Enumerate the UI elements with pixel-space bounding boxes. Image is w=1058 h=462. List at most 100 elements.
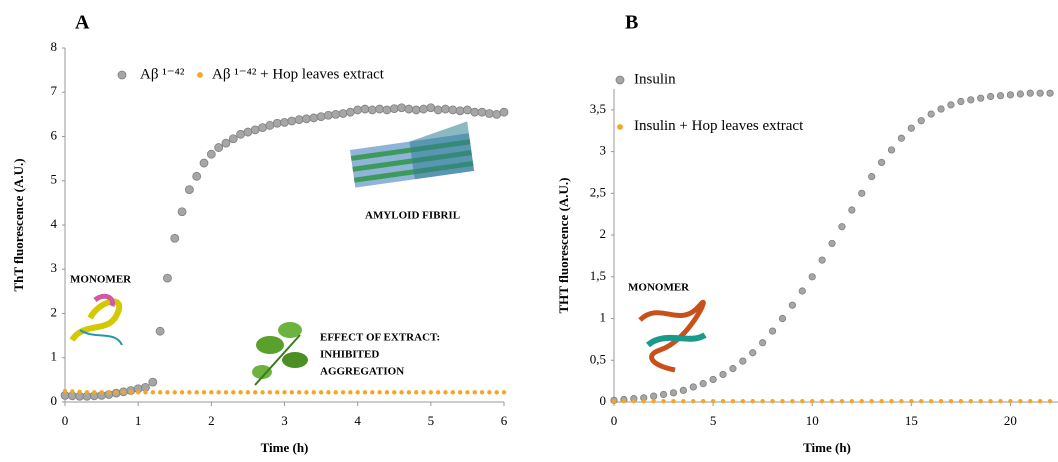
data-point (967, 96, 975, 104)
data-point (389, 104, 399, 114)
data-point (661, 398, 666, 404)
data-point (448, 105, 458, 115)
data-point (1037, 398, 1043, 404)
data-point (243, 127, 253, 137)
data-point (99, 390, 104, 395)
legend-marker (615, 75, 625, 85)
data-point (611, 398, 617, 404)
data-point (818, 256, 826, 264)
data-point (155, 326, 165, 336)
data-point (988, 398, 993, 404)
data-point (899, 398, 904, 404)
data-point (978, 398, 983, 404)
data-point (157, 390, 163, 395)
data-point (258, 123, 267, 133)
legend-marker (197, 72, 203, 78)
data-point (768, 327, 777, 335)
data-point (838, 223, 846, 231)
data-point (187, 390, 192, 395)
x-axis-label: Time (h) (803, 440, 851, 455)
data-point (148, 377, 158, 387)
data-point (780, 398, 785, 404)
data-point (819, 398, 825, 404)
data-point (927, 110, 935, 118)
x-tick-label: 15 (905, 413, 918, 428)
data-point (433, 105, 443, 115)
data-point (296, 390, 302, 395)
data-point (977, 94, 985, 102)
data-point (877, 158, 886, 167)
y-tick-label: 2 (51, 304, 58, 319)
data-point (499, 107, 509, 117)
data-point (179, 390, 185, 395)
data-point (1016, 90, 1024, 98)
data-point (272, 118, 282, 128)
legend-label: Insulin + Hop leaves extract (634, 118, 804, 134)
data-point (671, 398, 676, 404)
data-point (470, 107, 480, 117)
data-point (163, 273, 172, 283)
data-point (859, 398, 864, 404)
data-point (457, 390, 463, 395)
data-point (274, 390, 280, 395)
data-point (492, 109, 502, 119)
data-point (621, 398, 627, 404)
data-point (323, 110, 333, 120)
data-point (996, 92, 1005, 100)
data-point (287, 116, 297, 126)
data-point (651, 398, 656, 404)
data-point (231, 390, 236, 395)
data-point (719, 370, 727, 379)
data-point (699, 380, 707, 388)
data-point (428, 390, 434, 395)
data-point (170, 233, 180, 243)
y-tick-label: 3,5 (590, 101, 606, 116)
data-point (770, 398, 775, 404)
data-point (121, 390, 126, 395)
data-point (463, 105, 472, 115)
data-point (798, 287, 806, 295)
y-tick-label: 6 (51, 127, 58, 142)
data-point (411, 105, 421, 115)
x-axis-label: Time (h) (261, 440, 309, 455)
data-point (236, 129, 246, 139)
data-point (681, 398, 686, 404)
data-point (360, 104, 370, 114)
x-tick-label: 20 (1004, 413, 1017, 428)
data-point (370, 390, 375, 395)
y-tick-label: 2,5 (590, 184, 606, 199)
x-tick-label: 10 (806, 413, 819, 428)
x-tick-label: 2 (208, 413, 215, 428)
data-point (135, 390, 141, 395)
y-tick-label: 5 (51, 172, 58, 187)
data-point (919, 398, 924, 404)
data-point (201, 390, 207, 395)
data-point (1036, 89, 1044, 97)
data-point (501, 390, 507, 395)
data-point (333, 390, 338, 395)
data-point (338, 109, 348, 118)
data-point (184, 185, 194, 195)
data-point (659, 390, 668, 399)
data-point (62, 388, 68, 394)
data-point (192, 171, 202, 181)
data-point (691, 398, 696, 404)
data-point (435, 390, 441, 395)
data-point (399, 390, 404, 395)
data-point (810, 398, 815, 404)
data-point (304, 390, 309, 395)
data-point (749, 349, 757, 357)
data-point (709, 375, 717, 384)
data-point (1026, 89, 1034, 97)
data-point (265, 121, 275, 130)
x-tick-label: 0 (611, 413, 618, 428)
data-point (406, 390, 412, 395)
data-point (199, 158, 209, 168)
data-point (909, 398, 914, 404)
x-tick-label: 4 (354, 413, 361, 428)
data-point (897, 134, 906, 142)
data-point (362, 390, 368, 395)
annotation: AMYLOID FIBRIL (365, 210, 460, 222)
data-point (760, 398, 765, 404)
data-point (421, 390, 426, 395)
